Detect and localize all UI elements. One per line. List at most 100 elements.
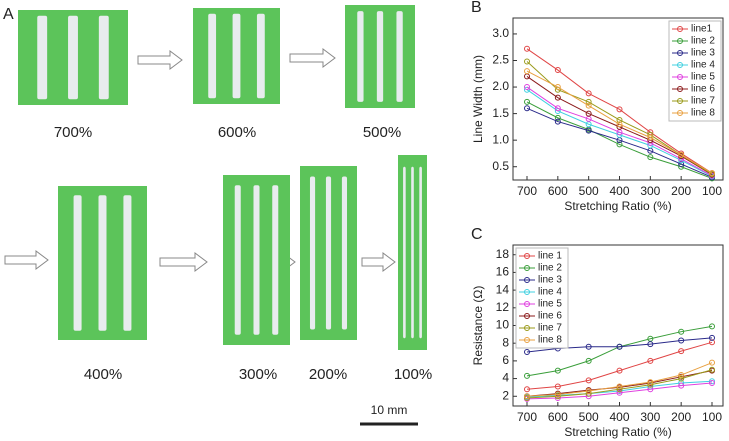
- legend-marker: [524, 313, 530, 319]
- data-point: [678, 328, 685, 335]
- data-point: [616, 367, 623, 374]
- legend-marker: [524, 253, 530, 259]
- data-point: [524, 84, 530, 91]
- data-point: [647, 154, 654, 161]
- y-axis-label: Line Width (mm): [471, 55, 485, 143]
- photo-label: 600%: [218, 124, 256, 141]
- y-tick-label: 1.0: [492, 132, 509, 146]
- data-point: [647, 386, 654, 393]
- data-point: [678, 373, 685, 380]
- data-point: [709, 366, 715, 373]
- legend-marker: [677, 38, 683, 44]
- panel-label: A: [3, 6, 14, 23]
- series-line: [526, 107, 713, 178]
- x-tick-label: 500: [579, 410, 599, 424]
- data-point: [678, 152, 685, 159]
- data-point: [678, 372, 685, 379]
- y-tick-label: 6: [502, 353, 509, 367]
- data-point: [709, 334, 715, 341]
- data-point: [524, 372, 530, 379]
- data-point: [554, 367, 561, 374]
- photo-label: 500%: [363, 124, 401, 141]
- panel-label: B: [471, 0, 482, 16]
- legend-label: line 7: [538, 323, 562, 334]
- y-tick-label: 16: [496, 265, 510, 279]
- x-tick-label: 100: [702, 184, 722, 198]
- data-point: [524, 98, 530, 105]
- legend-marker: [677, 74, 683, 80]
- arrow: [137, 50, 183, 70]
- arrow: [159, 252, 208, 272]
- data-point: [616, 116, 623, 123]
- y-tick-label: 10: [496, 318, 510, 332]
- data-point: [678, 337, 685, 344]
- legend-marker: [524, 277, 530, 283]
- legend-marker: [524, 301, 530, 307]
- data-point: [709, 323, 715, 330]
- silver-line: [357, 11, 364, 102]
- data-point: [585, 98, 592, 105]
- photo-label: 200%: [309, 366, 347, 383]
- data-point: [585, 110, 592, 117]
- y-tick-label: 2.5: [492, 53, 509, 67]
- data-point: [678, 382, 685, 389]
- x-tick-label: 300: [640, 184, 660, 198]
- data-point: [616, 383, 623, 390]
- data-point: [616, 121, 623, 128]
- silver-line: [341, 176, 348, 330]
- x-axis-label: Stretching Ratio (%): [564, 199, 671, 213]
- data-point: [524, 393, 530, 400]
- data-point: [524, 68, 530, 75]
- data-point: [554, 94, 561, 101]
- data-point: [554, 84, 561, 91]
- legend-label: line 4: [538, 287, 562, 298]
- panel-label: C: [471, 226, 483, 243]
- legend-box: [515, 247, 569, 349]
- series-line: [526, 341, 713, 390]
- silver-line: [232, 13, 241, 99]
- x-tick-label: 600: [548, 410, 568, 424]
- silver-line: [253, 185, 260, 335]
- x-tick-label: 500: [579, 184, 599, 198]
- legend-label: line 8: [538, 335, 562, 346]
- data-point: [585, 377, 592, 384]
- y-tick-label: 8: [502, 335, 509, 349]
- silver-line: [411, 166, 414, 339]
- scale-bar-label: 10 mm: [371, 403, 408, 417]
- silver-line: [98, 15, 109, 100]
- data-point: [585, 102, 592, 109]
- x-tick-label: 600: [548, 184, 568, 198]
- silver-line: [98, 195, 107, 331]
- legend-label: line 1: [538, 251, 562, 262]
- photo-label: 300%: [239, 366, 277, 383]
- data-point: [678, 348, 685, 355]
- data-point: [709, 378, 715, 385]
- silver-line: [403, 166, 406, 339]
- data-point: [524, 386, 530, 393]
- data-point: [554, 391, 561, 398]
- x-tick-label: 300: [640, 410, 660, 424]
- y-tick-label: 3.0: [492, 26, 509, 40]
- x-axis-label: Stretching Ratio (%): [564, 425, 671, 439]
- data-point: [709, 170, 715, 177]
- data-point: [554, 395, 561, 402]
- silver-line: [376, 11, 384, 102]
- silver-line: [419, 166, 422, 339]
- legend-marker: [524, 325, 530, 331]
- silver-line: [73, 195, 82, 331]
- legend-label: line 6: [538, 311, 562, 322]
- silver-line: [123, 195, 132, 331]
- photo-label: 700%: [54, 124, 92, 141]
- data-point: [678, 375, 685, 382]
- legend-label: line 3: [538, 275, 562, 286]
- legend-label: line 8: [691, 108, 715, 119]
- data-point: [554, 67, 561, 74]
- data-point: [554, 114, 561, 121]
- data-point: [554, 393, 561, 400]
- legend-marker: [524, 265, 530, 271]
- y-axis-label: Resistance (Ω): [471, 286, 485, 366]
- silver-line: [208, 13, 217, 99]
- x-tick-label: 200: [671, 184, 691, 198]
- legend-box: [668, 20, 722, 122]
- data-point: [647, 341, 654, 348]
